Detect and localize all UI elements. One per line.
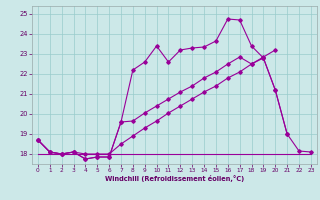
X-axis label: Windchill (Refroidissement éolien,°C): Windchill (Refroidissement éolien,°C)	[105, 175, 244, 182]
